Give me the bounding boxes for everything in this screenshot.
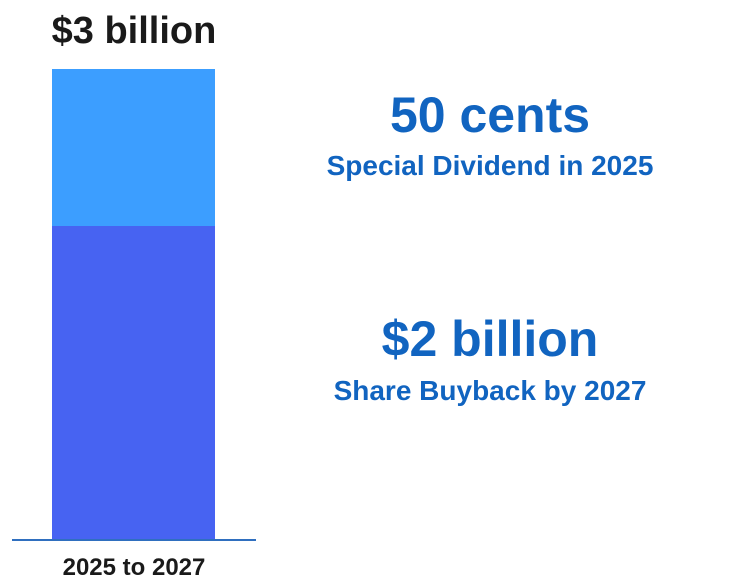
buyback-description-label: Share Buyback by 2027 — [334, 375, 647, 406]
dividend-value-label: 50 cents — [390, 87, 590, 143]
x-tick-label: 2025 to 2027 — [63, 554, 206, 581]
bar-stack — [52, 69, 215, 540]
dividend-description-label: Special Dividend in 2025 — [327, 150, 654, 181]
buyback-value-label: $2 billion — [382, 311, 599, 367]
bar-segment-buyback — [52, 226, 215, 540]
stack-total-label: $3 billion — [52, 10, 217, 52]
bar-segment-dividend — [52, 69, 215, 226]
